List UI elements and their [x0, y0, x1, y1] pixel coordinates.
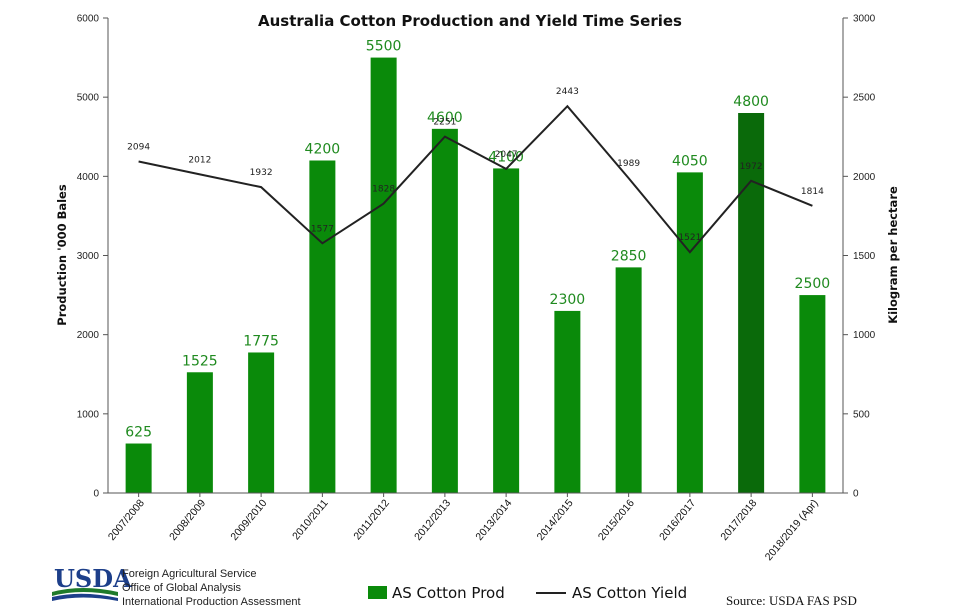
bar-value-label: 2500 [795, 276, 831, 292]
left-tick-label: 4000 [77, 172, 100, 183]
bar [370, 57, 397, 493]
yield-value-label: 1972 [740, 162, 763, 172]
right-tick-label: 2000 [853, 172, 876, 183]
right-tick-label: 2500 [853, 93, 876, 104]
bar-value-label: 4800 [733, 94, 769, 110]
x-axis-ticks: 2007/2008 2008/2009 2009/2010 2010/2011 2011… [106, 493, 821, 563]
left-axis-title: Production '000 Bales [55, 184, 69, 326]
yield-value-label: 2012 [188, 155, 211, 165]
x-tick-label: 2017/2018 [718, 497, 759, 543]
right-tick-label: 3000 [853, 14, 876, 25]
yield-value-label: 1814 [801, 187, 824, 197]
bar-value-label: 1775 [243, 333, 279, 349]
chart-title: Australia Cotton Production and Yield Ti… [258, 12, 682, 30]
agency-line-2: Office of Global Analysis [122, 582, 242, 594]
logo-swoosh-blue [52, 593, 118, 601]
yield-value-label: 1989 [617, 159, 640, 169]
usda-logo-text: USDA [54, 564, 132, 593]
logo-swoosh-green [52, 588, 118, 596]
x-tick-label: 2016/2017 [657, 497, 698, 543]
left-tick-label: 5000 [77, 93, 100, 104]
x-tick-label: 2007/2008 [106, 497, 147, 543]
left-tick-label: 6000 [77, 14, 100, 25]
bar-value-label: 4100 [488, 149, 524, 165]
left-tick-label: 2000 [77, 330, 100, 341]
x-tick-label: 2009/2010 [228, 497, 269, 543]
bar [125, 443, 152, 493]
bar [248, 352, 275, 493]
left-tick-label: 1000 [77, 409, 100, 420]
bar-value-label: 2850 [611, 248, 647, 264]
x-tick-label: 2013/2014 [473, 497, 514, 543]
agency-line-1: Foreign Agricultural Service [122, 568, 257, 580]
yield-value-label: 1932 [250, 168, 273, 178]
legend-swatch-prod [368, 586, 387, 599]
x-tick-label: 2015/2016 [596, 497, 637, 543]
right-tick-label: 1000 [853, 330, 876, 341]
right-tick-label: 500 [853, 409, 870, 420]
bar-value-label: 2300 [550, 292, 586, 308]
right-tick-label: 1500 [853, 251, 876, 262]
bar [186, 372, 213, 493]
bar-value-label: 625 [125, 425, 152, 441]
yield-value-label: 1521 [678, 233, 701, 243]
line-series: 2094 2012 1932 1577 1828 2251 2047 2443 1989 1521… [127, 87, 824, 254]
legend: AS Cotton Prod AS Cotton Yield [368, 584, 687, 602]
yield-value-label: 2443 [556, 87, 579, 97]
yield-value-label: 2047 [495, 150, 518, 160]
bar-data-labels: 625 1525 1775 4200 5500 4600 4100 2300 2850 4050 4… [125, 39, 830, 441]
bar-value-label: 4050 [672, 153, 708, 169]
legend-label-prod: AS Cotton Prod [392, 584, 505, 602]
yield-value-label: 1828 [372, 185, 395, 195]
bar-value-label: 4600 [427, 110, 463, 126]
bar [554, 310, 581, 493]
yield-value-label: 2094 [127, 142, 150, 152]
right-tick-label: 0 [853, 489, 859, 500]
agency-line-3: International Production Assessment [122, 596, 301, 608]
usda-logo: USDA [52, 564, 132, 601]
bar-value-label: 1525 [182, 353, 218, 369]
yield-line [138, 104, 813, 254]
bar [493, 168, 520, 493]
bar-series [125, 57, 826, 494]
source-note: Source: USDA FAS PSD [726, 593, 857, 608]
bar [431, 128, 458, 494]
bar-value-label: 4200 [305, 142, 341, 158]
left-axis-ticks: 0 1000 2000 3000 4000 5000 6000 [77, 14, 108, 500]
left-tick-label: 0 [93, 489, 99, 500]
bar [309, 160, 336, 493]
bar [738, 113, 765, 493]
x-tick-label: 2008/2009 [167, 497, 208, 543]
x-tick-label: 2012/2013 [412, 497, 453, 543]
bar [799, 295, 826, 493]
bar [615, 267, 642, 493]
yield-value-label: 1577 [311, 224, 334, 234]
bar [676, 172, 703, 493]
x-tick-label: 2018/2019 (Apr) [763, 497, 821, 563]
yield-value-label: 2251 [433, 118, 456, 128]
x-tick-label: 2014/2015 [535, 497, 576, 543]
right-axis-ticks: 0 500 1000 1500 2000 2500 3000 [843, 14, 876, 500]
right-axis-title: Kilogram per hectare [886, 186, 900, 324]
legend-label-yield: AS Cotton Yield [572, 584, 687, 602]
x-tick-label: 2011/2012 [351, 497, 392, 542]
bar-value-label: 5500 [366, 39, 402, 55]
left-tick-label: 3000 [77, 251, 100, 262]
x-tick-label: 2010/2011 [290, 497, 331, 542]
